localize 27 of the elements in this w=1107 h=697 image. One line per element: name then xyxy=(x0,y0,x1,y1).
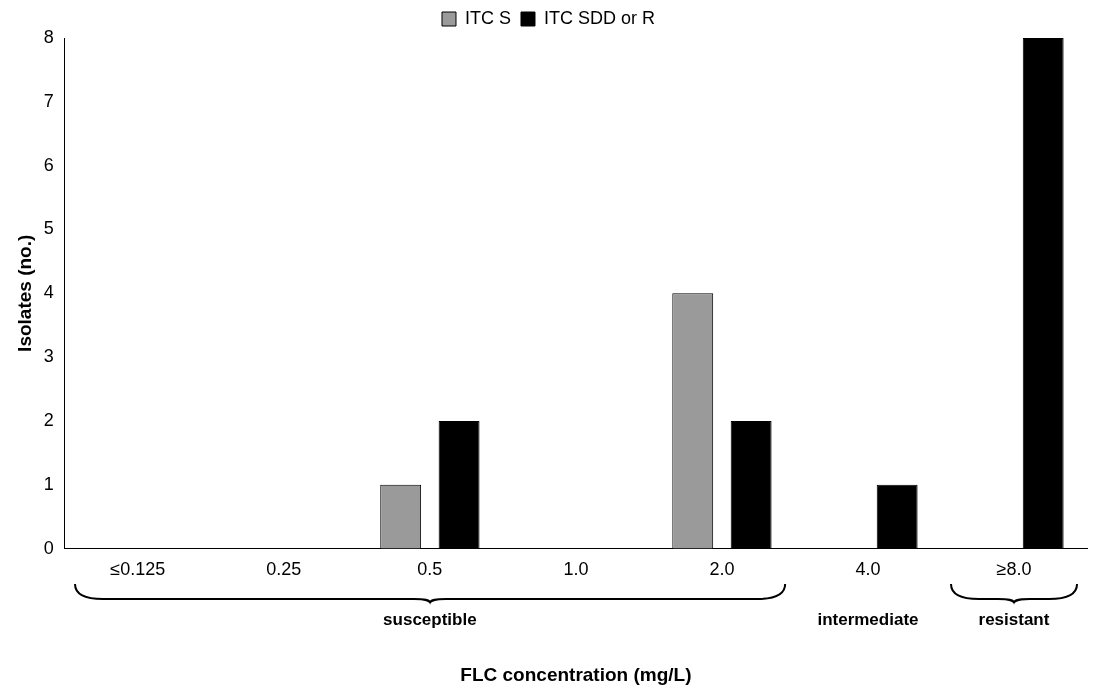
x-tick-label: ≥8.0 xyxy=(996,559,1032,580)
x-tick-label: 0.5 xyxy=(417,559,443,580)
x-tick-label: 2.0 xyxy=(709,559,735,580)
y-tick-label: 1 xyxy=(43,473,54,494)
x-axis-title: FLC concentration (mg/L) xyxy=(460,663,692,685)
y-tick-label: 7 xyxy=(43,90,54,111)
legend-label: ITC SDD or R xyxy=(544,7,656,28)
bar xyxy=(1022,38,1064,549)
text: resistant xyxy=(978,610,1050,630)
y-tick-label: 3 xyxy=(43,346,54,367)
text: intermediate xyxy=(817,610,919,630)
bar xyxy=(730,420,772,549)
y-tick-label: 8 xyxy=(43,26,54,47)
bar xyxy=(876,484,918,549)
bar xyxy=(438,420,480,549)
y-axis-title: Isolates (no.) xyxy=(13,234,35,352)
text: susceptible xyxy=(383,610,477,630)
y-tick-label: 2 xyxy=(43,409,54,430)
x-tick-label: 1.0 xyxy=(563,559,589,580)
y-tick-label: 5 xyxy=(43,218,54,239)
y-tick-label: 0 xyxy=(43,537,54,558)
y-tick-label: 6 xyxy=(43,154,54,175)
y-tick-label: 4 xyxy=(43,282,54,303)
x-tick-label: 0.25 xyxy=(266,559,302,580)
x-tick-label: ≤0.125 xyxy=(110,559,166,580)
x-tick-label: 4.0 xyxy=(855,559,881,580)
legend-label: ITC S xyxy=(465,7,512,28)
